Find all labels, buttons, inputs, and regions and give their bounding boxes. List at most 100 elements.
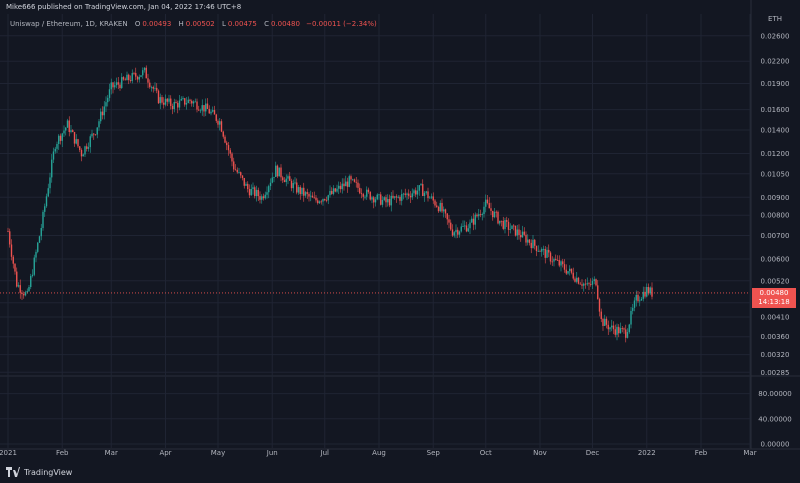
candle-body bbox=[168, 98, 170, 102]
candle-body bbox=[296, 182, 298, 193]
candle-body bbox=[579, 283, 581, 285]
price-tick-label: 0.01200 bbox=[761, 150, 790, 158]
candle-body bbox=[40, 228, 42, 237]
candle-body bbox=[626, 332, 629, 338]
candle-body bbox=[541, 248, 543, 252]
candle-body bbox=[152, 86, 154, 89]
candle-body bbox=[341, 183, 343, 190]
candle-body bbox=[439, 202, 441, 212]
price-tick-label: 0.00320 bbox=[761, 351, 790, 359]
candle-body bbox=[96, 127, 98, 135]
candle-body bbox=[399, 196, 401, 201]
candle-body bbox=[551, 261, 553, 263]
candle-body bbox=[338, 185, 340, 189]
candle-body bbox=[628, 324, 630, 333]
candle-body bbox=[336, 188, 338, 192]
candle-body bbox=[502, 220, 504, 229]
candle-body bbox=[180, 98, 182, 101]
candle-body bbox=[639, 300, 641, 302]
candle-body bbox=[387, 198, 389, 203]
candle-body bbox=[175, 101, 177, 103]
symbol-name[interactable]: Uniswap / Ethereum, 1D, KRAKEN bbox=[10, 20, 128, 28]
candle-body bbox=[110, 82, 112, 90]
time-tick-label: 2022 bbox=[638, 449, 656, 457]
candle-body bbox=[304, 192, 307, 196]
footer-brand[interactable]: TradingView bbox=[6, 467, 72, 477]
candle-body bbox=[315, 197, 317, 201]
candle-body bbox=[651, 287, 653, 297]
candle-body bbox=[476, 214, 478, 217]
candle-body bbox=[154, 87, 156, 89]
candle-body bbox=[429, 197, 431, 199]
candle-body bbox=[478, 214, 480, 217]
candle-body bbox=[275, 165, 277, 177]
candle-body bbox=[441, 202, 443, 212]
candle-body bbox=[616, 326, 618, 335]
candle-body bbox=[395, 196, 398, 198]
candle-body bbox=[418, 185, 420, 191]
high-value: 0.00502 bbox=[185, 20, 215, 28]
candle-body bbox=[138, 76, 140, 80]
candle-body bbox=[534, 239, 536, 246]
price-tick-label: 0.00600 bbox=[761, 255, 790, 263]
price-tick-label: 0.02200 bbox=[761, 58, 790, 66]
candle-body bbox=[549, 252, 552, 262]
candle-body bbox=[122, 77, 125, 80]
candle-body bbox=[527, 239, 529, 243]
candle-body bbox=[143, 67, 146, 71]
candle-body bbox=[66, 120, 69, 128]
candle-body bbox=[121, 77, 123, 88]
candle-body bbox=[583, 283, 585, 286]
indicator-tick-label: 0.00000 bbox=[761, 441, 790, 449]
candle-body bbox=[471, 218, 473, 223]
candle-body bbox=[437, 206, 440, 212]
candle-body bbox=[586, 283, 588, 285]
candle-body bbox=[12, 256, 14, 264]
candle-body bbox=[367, 189, 370, 192]
candle-body bbox=[9, 231, 11, 245]
candle-body bbox=[215, 114, 217, 121]
candle-body bbox=[635, 294, 637, 301]
candle-body bbox=[205, 103, 207, 112]
candle-body bbox=[402, 193, 405, 195]
candle-body bbox=[56, 144, 58, 149]
candle-body bbox=[177, 102, 179, 108]
candle-body bbox=[79, 146, 81, 151]
candle-body bbox=[217, 120, 219, 125]
candle-body bbox=[408, 193, 410, 196]
candle-body bbox=[486, 199, 489, 204]
price-tick-label: 0.01400 bbox=[761, 127, 790, 135]
candle-body bbox=[364, 196, 366, 198]
candle-body bbox=[170, 98, 172, 106]
candle-body bbox=[189, 99, 191, 101]
candle-body bbox=[213, 110, 216, 115]
candle-body bbox=[359, 187, 361, 194]
candle-body bbox=[331, 191, 333, 194]
candle-body bbox=[320, 201, 322, 203]
candle-body bbox=[621, 328, 623, 329]
price-tick-label: 0.00360 bbox=[761, 333, 790, 341]
candle-body bbox=[604, 318, 606, 326]
candle-body bbox=[499, 220, 501, 224]
candle-body bbox=[633, 300, 636, 308]
candle-body bbox=[420, 184, 422, 186]
candle-body bbox=[156, 87, 158, 91]
candle-body bbox=[448, 219, 450, 223]
candle-body bbox=[352, 179, 354, 181]
candle-body bbox=[255, 189, 258, 197]
candle-body bbox=[311, 195, 314, 198]
candle-body bbox=[136, 76, 139, 80]
candle-body bbox=[350, 176, 352, 180]
candle-body bbox=[303, 187, 305, 196]
candle-body bbox=[453, 232, 455, 236]
candle-body bbox=[385, 197, 387, 203]
candle-body bbox=[479, 214, 482, 216]
candle-body bbox=[514, 225, 517, 236]
candle-body bbox=[86, 146, 88, 149]
candle-body bbox=[68, 120, 70, 132]
candle-body bbox=[250, 188, 252, 196]
candle-body bbox=[128, 74, 130, 80]
candle-body bbox=[82, 154, 84, 157]
